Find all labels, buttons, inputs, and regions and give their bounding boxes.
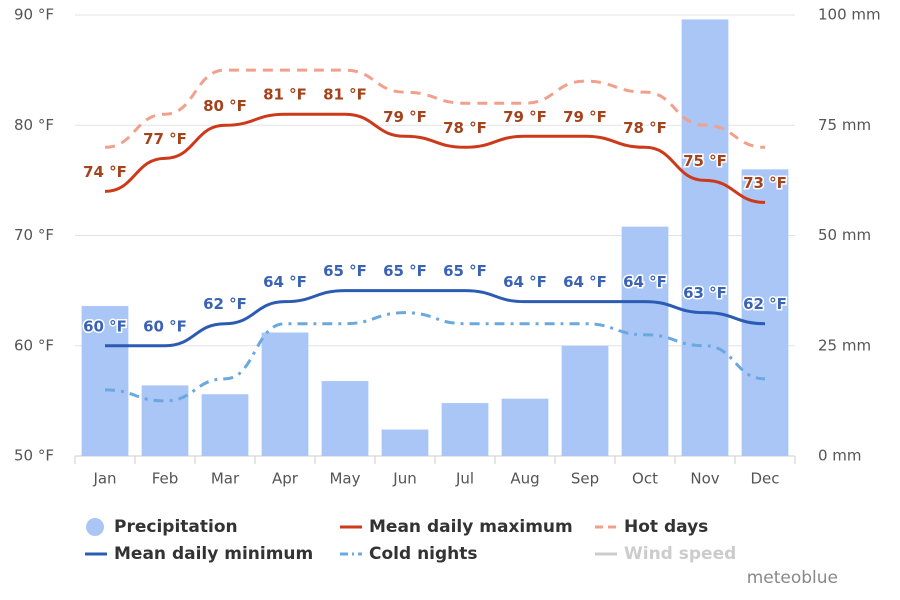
x-tick-label: Jul — [455, 470, 474, 488]
legend-item: Wind speed — [595, 544, 736, 564]
bar — [201, 394, 249, 456]
y2-tick-label: 25 mm — [818, 336, 871, 354]
legend-item: Precipitation — [86, 517, 238, 537]
data-label: 77 °F — [143, 130, 187, 148]
bar — [141, 385, 189, 456]
bar — [561, 345, 609, 456]
y2-tick-label: 0 mm — [818, 447, 862, 465]
bar — [741, 169, 789, 456]
legend-item: Hot days — [595, 517, 708, 537]
x-tick-label: Apr — [272, 470, 299, 488]
data-label: 65 °F — [383, 262, 427, 280]
data-label: 79 °F — [383, 108, 427, 126]
x-tick-label: May — [329, 470, 360, 488]
data-label: 64 °F — [563, 273, 607, 291]
y2-tick-label: 75 mm — [818, 116, 871, 134]
x-tick-label: Nov — [690, 470, 719, 488]
bar — [261, 332, 309, 456]
legend-symbol — [86, 518, 104, 536]
bar — [621, 226, 669, 456]
line — [104, 68, 766, 149]
y-tick-label: 50 °F — [14, 447, 54, 465]
bar — [681, 19, 729, 456]
data-label: 65 °F — [443, 262, 487, 280]
data-label: 62 °F — [203, 295, 247, 313]
legend-label: Mean daily minimum — [114, 544, 313, 564]
bar — [81, 306, 129, 456]
data-label: 64 °F — [623, 273, 667, 291]
y2-tick-label: 100 mm — [818, 6, 881, 24]
data-label: 64 °F — [503, 273, 547, 291]
x-tick-label: Jan — [92, 470, 116, 488]
credit: meteoblue — [747, 568, 838, 588]
line — [104, 112, 766, 204]
legend-label: Cold nights — [369, 544, 478, 564]
legend-label: Hot days — [624, 517, 708, 537]
line — [105, 289, 766, 348]
bar — [321, 381, 369, 456]
data-label: 64 °F — [263, 273, 307, 291]
bar — [381, 429, 429, 456]
x-tick-label: Mar — [211, 470, 240, 488]
x-tick-label: Dec — [750, 470, 779, 488]
data-label: 62 °F — [743, 295, 787, 313]
bar — [501, 398, 549, 456]
data-label: 78 °F — [623, 119, 667, 137]
data-label: 73 °F — [743, 174, 787, 192]
legend-item: Mean daily maximum — [340, 517, 573, 537]
y-tick-label: 60 °F — [14, 336, 54, 354]
legend-item: Cold nights — [340, 544, 478, 564]
x-tick-label: Jun — [392, 470, 416, 488]
data-label: 74 °F — [83, 163, 127, 181]
data-label: 60 °F — [143, 317, 187, 335]
data-label: 65 °F — [323, 262, 367, 280]
data-label: 63 °F — [683, 284, 727, 302]
line — [104, 311, 766, 403]
data-label: 81 °F — [263, 86, 307, 104]
data-label: 79 °F — [563, 108, 607, 126]
data-label: 78 °F — [443, 119, 487, 137]
data-label: 60 °F — [83, 317, 127, 335]
y-tick-label: 80 °F — [14, 116, 54, 134]
data-label: 79 °F — [503, 108, 547, 126]
y2-tick-label: 50 mm — [818, 226, 871, 244]
data-label: 81 °F — [323, 86, 367, 104]
legend-label: Mean daily maximum — [369, 517, 573, 537]
y-tick-label: 70 °F — [14, 226, 54, 244]
bar — [441, 403, 489, 456]
legend-item: Mean daily minimum — [85, 544, 313, 564]
data-label: 75 °F — [683, 152, 727, 170]
data-label: 80 °F — [203, 97, 247, 115]
x-tick-label: Sep — [571, 470, 599, 488]
legend-label: Wind speed — [624, 544, 736, 564]
y-tick-label: 90 °F — [14, 6, 54, 24]
legend-label: Precipitation — [114, 517, 238, 537]
x-tick-label: Feb — [152, 470, 179, 488]
x-tick-label: Aug — [510, 470, 539, 488]
x-tick-label: Oct — [632, 470, 658, 488]
